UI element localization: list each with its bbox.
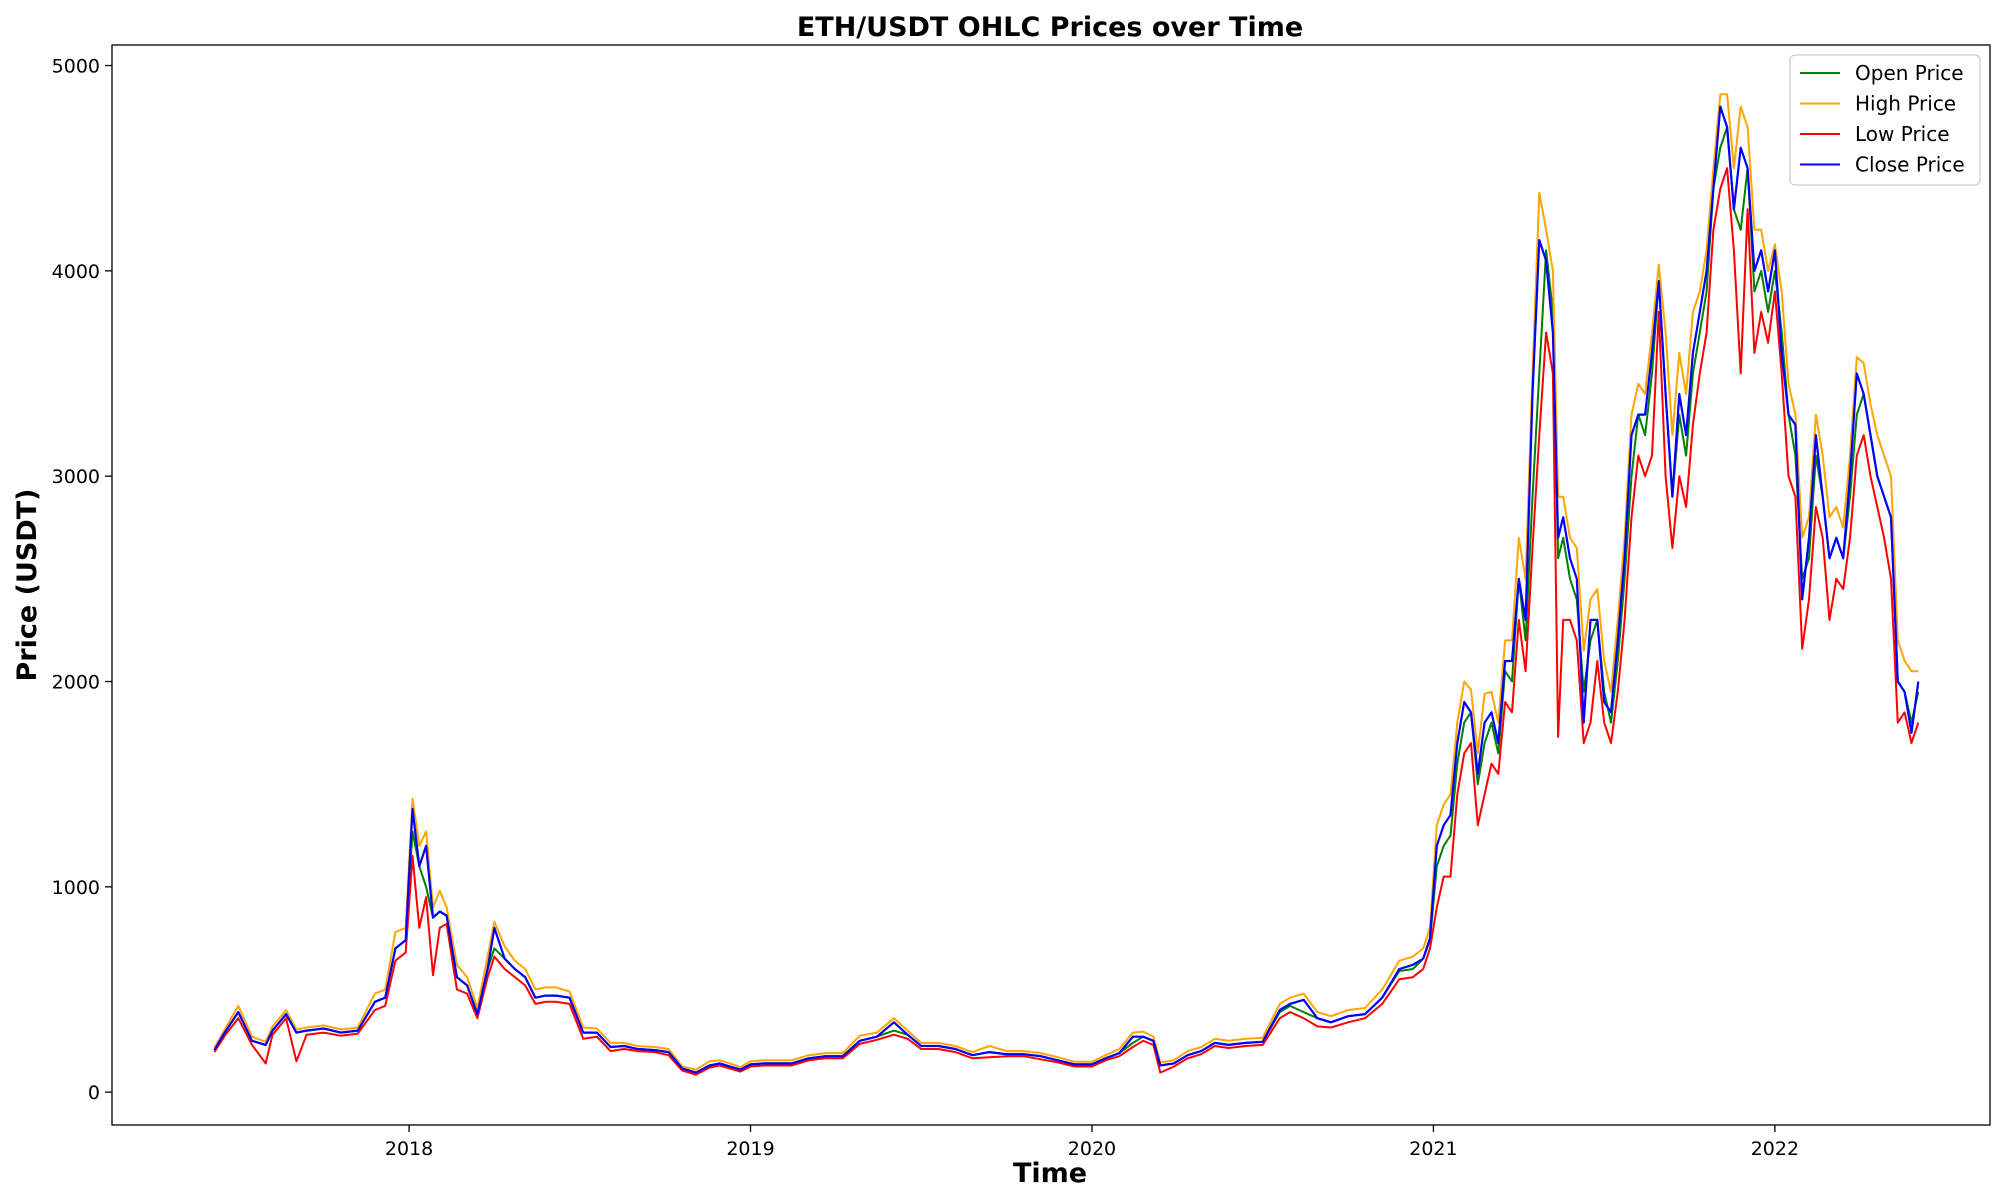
y-tick-label: 1000	[52, 877, 100, 899]
y-tick-label: 5000	[52, 56, 100, 78]
x-tick-label: 2022	[1751, 1138, 1799, 1160]
x-axis-label: Time	[1013, 1158, 1087, 1189]
x-tick-label: 2018	[385, 1138, 433, 1160]
x-axis: 2018 2019 2020 2021 2022	[385, 1125, 1799, 1160]
y-axis: 0 1000 2000 3000 4000 5000	[52, 56, 112, 1104]
chart-title: ETH/USDT OHLC Prices over Time	[797, 12, 1303, 43]
series-line-close-price	[213, 105, 1920, 1074]
legend-label: Open Price	[1855, 61, 1964, 85]
series-line-low-price	[213, 167, 1920, 1076]
y-tick-label: 3000	[52, 466, 100, 488]
legend: Open Price High Price Low Price Close Price	[1789, 54, 1981, 186]
legend-label: High Price	[1855, 92, 1956, 116]
plot-frame	[111, 44, 1991, 1126]
y-tick-label: 2000	[52, 672, 100, 694]
legend-label: Close Price	[1855, 153, 1965, 177]
legend-box	[1789, 54, 1981, 186]
x-tick-label: 2019	[726, 1138, 774, 1160]
series-line-high-price	[213, 93, 1919, 1071]
x-tick-label: 2021	[1409, 1138, 1457, 1160]
plot-area	[213, 93, 1920, 1076]
legend-label: Low Price	[1855, 122, 1950, 146]
x-tick-label: 2020	[1068, 1138, 1116, 1160]
y-axis-label: Price (USDT)	[12, 489, 43, 682]
y-tick-label: 4000	[52, 261, 100, 283]
y-tick-label: 0	[88, 1082, 100, 1104]
